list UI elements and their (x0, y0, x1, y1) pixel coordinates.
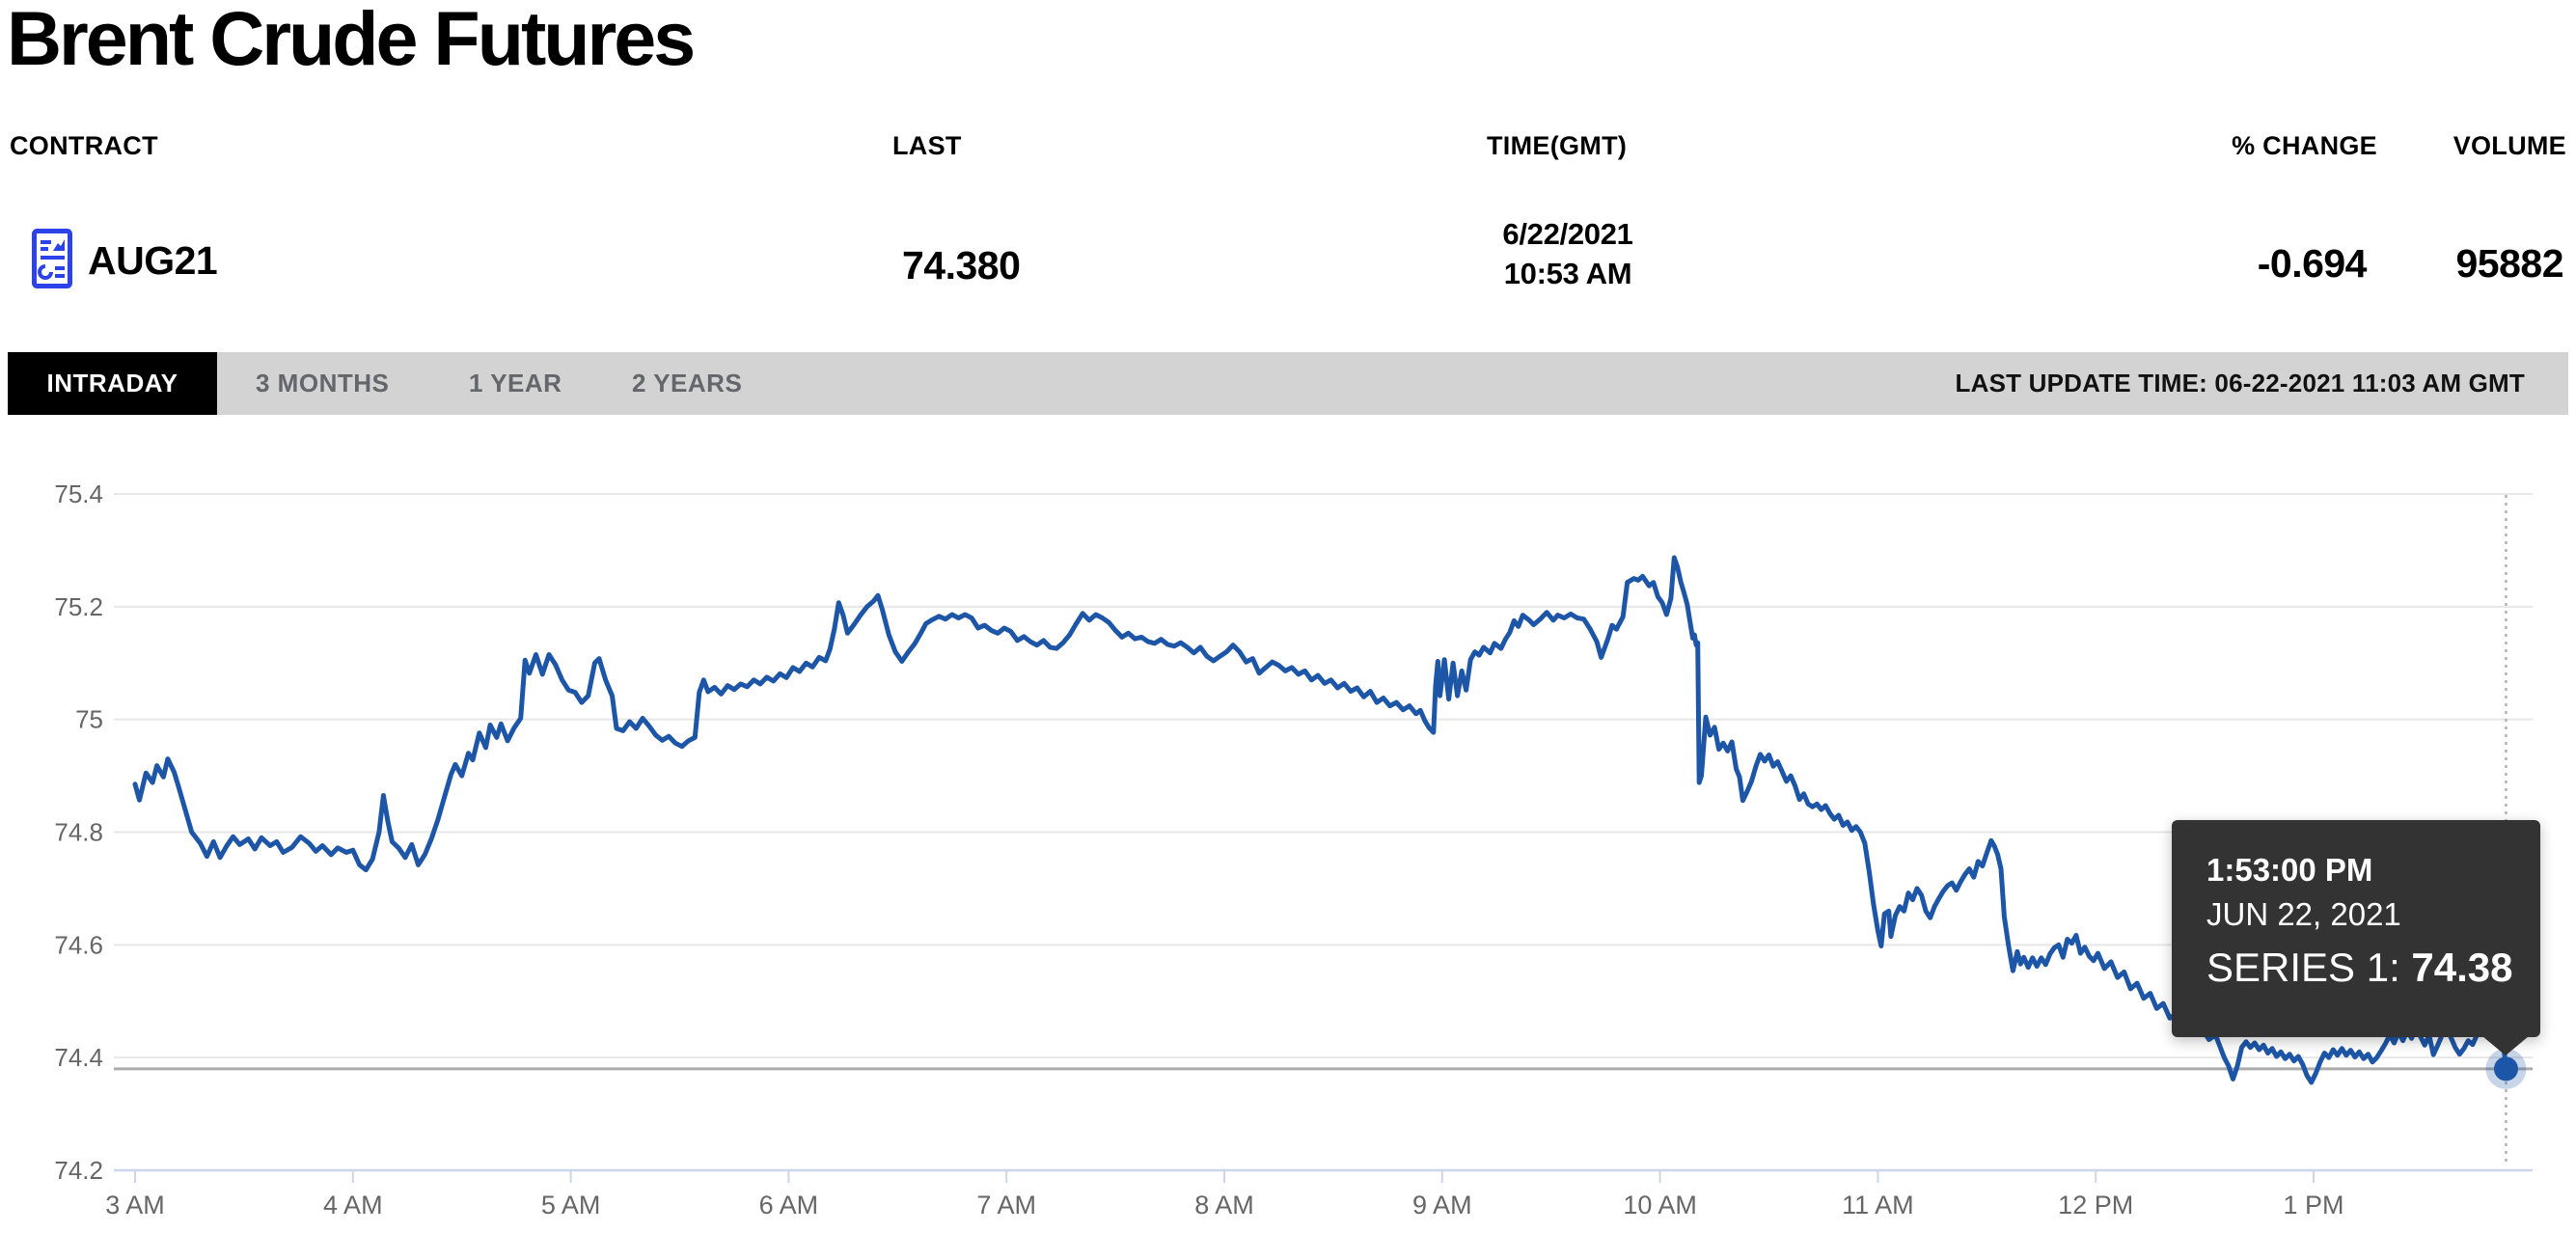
last-update-time: LAST UPDATE TIME: 06-22-2021 11:03 AM GM… (1955, 369, 2525, 397)
x-axis-label: 9 AM (1412, 1191, 1472, 1219)
time-value: 10:53 AM (1503, 257, 1632, 290)
tooltip-series: SERIES 1: 74.38 (2206, 945, 2513, 990)
chart-tooltip: 1:53:00 PM JUN 22, 2021 SERIES 1: 74.38 (2172, 820, 2540, 1037)
x-axis-label: 11 AM (1842, 1191, 1914, 1219)
time-gmt-value: 6/22/2021 10:53 AM (1428, 214, 1708, 293)
data-point-marker (2493, 1056, 2518, 1082)
last-price-value: 74.380 (902, 243, 1021, 288)
tooltip-date: JUN 22, 2021 (2206, 896, 2401, 932)
tab-3-months[interactable]: 3 MONTHS (256, 369, 390, 397)
x-axis-label: 10 AM (1623, 1191, 1697, 1219)
tab-intraday[interactable]: INTRADAY (8, 352, 217, 415)
tooltip-time: 1:53:00 PM (2206, 852, 2373, 888)
range-tab-bar: INTRADAY 3 MONTHS 1 YEAR 2 YEARS LAST UP… (8, 352, 2568, 415)
contract-column-label: CONTRACT (10, 131, 158, 160)
page-title: Brent Crude Futures (7, 0, 696, 81)
x-axis-label: 3 AM (105, 1191, 165, 1219)
time-column-label: TIME(GMT) (1487, 131, 1628, 160)
x-axis-label: 1 PM (2283, 1191, 2343, 1219)
price-line-series (132, 555, 2508, 1085)
percent-change-value: -0.694 (2257, 241, 2368, 286)
contract-document-icon (32, 229, 72, 293)
x-axis-label: 12 PM (2058, 1191, 2133, 1219)
volume-column-label: VOLUME (2453, 131, 2566, 160)
x-axis-label: 4 AM (323, 1191, 383, 1219)
date-value: 6/22/2021 (1502, 217, 1633, 251)
x-axis-label: 8 AM (1194, 1191, 1254, 1219)
y-axis-label: 74.2 (54, 1156, 103, 1185)
y-axis-label: 74.6 (54, 930, 103, 959)
y-axis-label: 75 (75, 705, 103, 734)
volume-value: 95882 (2455, 241, 2563, 286)
change-column-label: % CHANGE (2232, 131, 2377, 160)
tooltip-caret (2482, 1036, 2529, 1055)
y-axis-label: 74.8 (54, 818, 103, 847)
contract-row[interactable]: AUG21 (32, 229, 218, 293)
last-column-label: LAST (892, 131, 962, 160)
contract-name: AUG21 (88, 238, 218, 283)
x-axis-label: 6 AM (759, 1191, 819, 1219)
y-axis-label: 75.2 (54, 592, 103, 621)
x-axis-label: 5 AM (541, 1191, 601, 1219)
tab-2-years[interactable]: 2 YEARS (632, 369, 743, 397)
x-axis-label: 7 AM (976, 1191, 1036, 1219)
y-axis-label: 75.4 (54, 480, 103, 508)
tooltip-series-value: 74.38 (2411, 945, 2513, 990)
y-axis-label: 74.4 (54, 1043, 103, 1072)
tab-1-year[interactable]: 1 YEAR (469, 369, 562, 397)
